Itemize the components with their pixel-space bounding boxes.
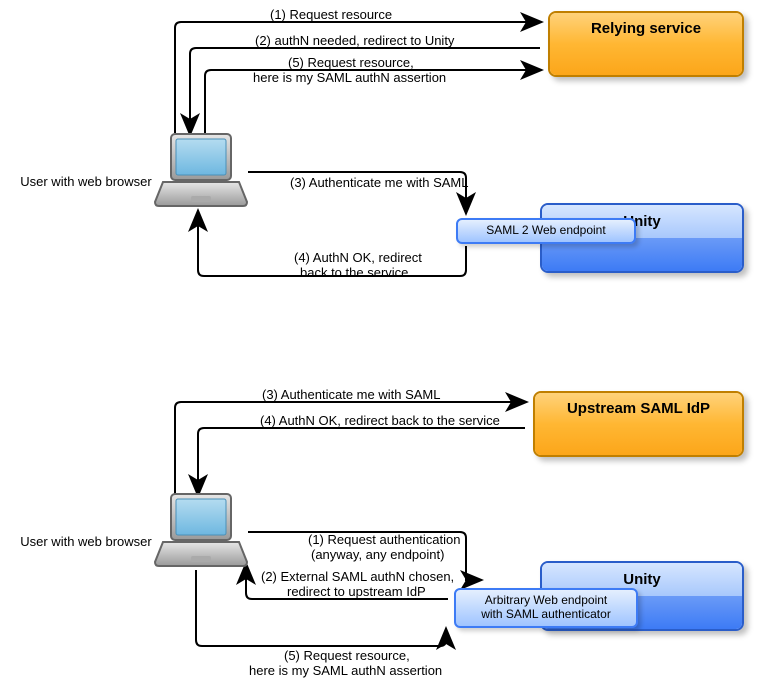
arrow-label: (2) External SAML authN chosen, bbox=[261, 570, 454, 585]
arrow-label: (5) Request resource, bbox=[288, 56, 414, 71]
saml-endpoint-badge-1: SAML 2 Web endpoint bbox=[456, 218, 636, 244]
arrow-label: (1) Request resource bbox=[270, 8, 392, 23]
arrow-label: (anyway, any endpoint) bbox=[311, 548, 444, 563]
relying-service-title: Relying service bbox=[550, 13, 742, 44]
user-label-2: User with web browser bbox=[16, 534, 156, 549]
arrow-label: redirect to upstream IdP bbox=[287, 585, 426, 600]
arrow-label: (3) Authenticate me with SAML bbox=[290, 176, 468, 191]
laptop-icon-2 bbox=[153, 492, 249, 570]
laptop-icon bbox=[153, 132, 249, 210]
arrow-label: (4) AuthN OK, redirect back to the servi… bbox=[260, 414, 500, 429]
arrow-label: back to the service bbox=[300, 266, 408, 281]
user-label-1: User with web browser bbox=[16, 174, 156, 189]
upstream-idp-title: Upstream SAML IdP bbox=[535, 393, 742, 424]
relying-service-box: Relying service bbox=[548, 11, 744, 77]
arrow-label: (1) Request authentication bbox=[308, 533, 460, 548]
arrow-label: here is my SAML authN assertion bbox=[253, 71, 446, 86]
saml-endpoint-badge-2: Arbitrary Web endpoint with SAML authent… bbox=[454, 588, 638, 628]
arrow-label: (4) AuthN OK, redirect bbox=[294, 251, 422, 266]
arrow-label: (3) Authenticate me with SAML bbox=[262, 388, 440, 403]
arrow-label: here is my SAML authN assertion bbox=[249, 664, 442, 679]
arrow-label: (5) Request resource, bbox=[284, 649, 410, 664]
upstream-idp-box: Upstream SAML IdP bbox=[533, 391, 744, 457]
arrow-label: (2) authN needed, redirect to Unity bbox=[255, 34, 454, 49]
